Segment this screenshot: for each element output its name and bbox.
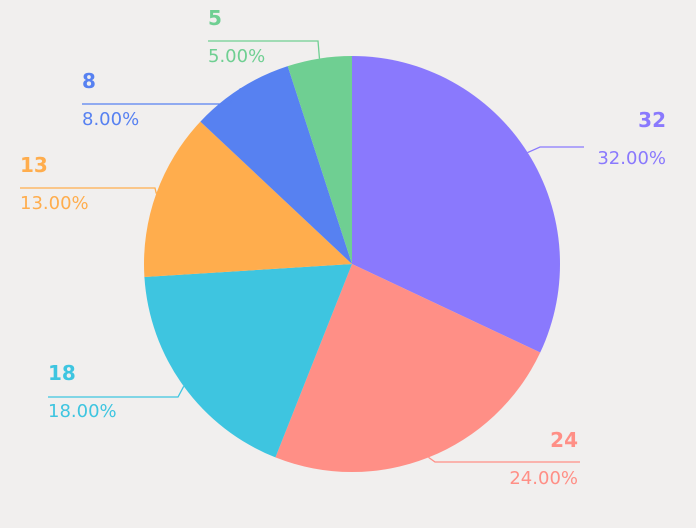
leader-line-32 [527,146,584,154]
pie-labels: 32 32.00% 24 24.00% 18 18.00% 13 13.00% 8 8.00% 5 5… [20,6,666,489]
pie-slices [144,56,560,473]
slice-value-label-18: 18 [48,361,76,385]
slice-percent-label-18: 18.00% [48,401,117,422]
slice-percent-label-8: 8.00% [82,109,139,130]
slice-value-label-24: 24 [550,428,578,452]
slice-percent-label-24: 24.00% [509,468,578,489]
slice-percent-label-5: 5.00% [208,46,265,67]
pie-slice-18 [144,264,352,458]
slice-percent-label-32: 32.00% [597,148,666,169]
slice-value-label-32: 32 [638,108,666,132]
leader-line-18 [48,385,185,398]
pie-slice-13 [144,121,352,278]
leader-line-13 [20,187,157,194]
leader-line-24 [428,456,580,463]
pie-slice-24 [275,264,541,473]
pie-slice-32 [352,56,560,353]
slice-percent-label-13: 13.00% [20,193,89,214]
leader-line-8 [82,88,242,105]
leader-line-5 [208,40,321,59]
pie-slice-5 [287,56,352,264]
pie-slice-8 [200,66,352,265]
slice-value-label-13: 13 [20,153,48,177]
slice-value-label-8: 8 [82,69,96,93]
slice-value-label-5: 5 [208,6,222,30]
